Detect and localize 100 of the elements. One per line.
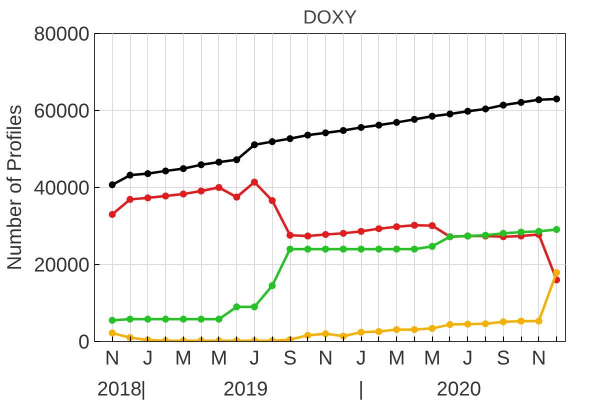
- point: [482, 105, 490, 112]
- point: [126, 172, 134, 179]
- point: [126, 316, 134, 323]
- point: [518, 228, 525, 236]
- point: [180, 316, 187, 323]
- chart-title: DOXY: [303, 8, 358, 28]
- point: [428, 222, 436, 230]
- point: [410, 116, 418, 123]
- point: [375, 122, 382, 129]
- point: [393, 326, 400, 334]
- point: [553, 269, 560, 276]
- point: [108, 181, 116, 188]
- x-tick-label: J: [462, 348, 473, 370]
- point: [286, 246, 294, 253]
- point: [518, 318, 525, 325]
- x-tick-label: J: [249, 348, 260, 370]
- point: [322, 330, 330, 338]
- x-tick-label: N: [318, 348, 333, 370]
- point: [358, 124, 365, 131]
- point: [375, 246, 382, 253]
- point: [233, 194, 240, 201]
- point: [215, 184, 222, 191]
- point: [500, 102, 507, 109]
- point: [108, 316, 116, 324]
- point: [250, 303, 258, 310]
- point: [535, 96, 542, 104]
- point: [286, 232, 294, 239]
- point: [410, 326, 418, 334]
- point: [180, 165, 187, 172]
- y-tick-label: 60000: [34, 100, 90, 122]
- point: [322, 129, 330, 136]
- x-tick-label: J: [142, 348, 153, 370]
- text: 2018: [97, 378, 142, 400]
- point: [162, 192, 170, 200]
- point: [126, 334, 134, 342]
- point: [180, 190, 187, 198]
- x-tick-label: M: [175, 348, 192, 370]
- point: [375, 225, 382, 232]
- point: [215, 316, 222, 323]
- point: [340, 246, 347, 253]
- point: [553, 226, 560, 233]
- y-tick-label: 20000: [34, 254, 90, 276]
- point: [304, 132, 312, 139]
- point: [393, 118, 400, 126]
- point: [250, 178, 258, 186]
- point: [358, 228, 365, 235]
- y-tick-label: 80000: [34, 24, 90, 46]
- point: [198, 161, 205, 168]
- point: [322, 246, 330, 253]
- point: [358, 246, 365, 253]
- y-tick-label: 40000: [34, 178, 90, 200]
- point: [393, 246, 400, 253]
- y-tick-label: 0: [78, 332, 90, 354]
- point: [268, 197, 276, 204]
- point: [215, 158, 222, 166]
- point: [500, 318, 507, 326]
- point: [464, 108, 472, 115]
- x-tick-label: S: [496, 348, 510, 370]
- point: [428, 242, 436, 250]
- point: [428, 112, 436, 120]
- x-tick-label: N: [105, 348, 120, 370]
- point: [535, 228, 542, 235]
- y-axis-title: Number of Profiles: [4, 104, 26, 270]
- point: [446, 110, 454, 118]
- point: [198, 316, 205, 323]
- point: [464, 320, 472, 328]
- point: [446, 321, 454, 328]
- point: [410, 222, 418, 229]
- x-tick-label: S: [283, 348, 297, 370]
- point: [233, 303, 240, 310]
- point: [198, 187, 205, 194]
- point: [410, 246, 418, 253]
- point: [482, 320, 490, 328]
- text: 2020: [436, 378, 482, 400]
- point: [304, 246, 312, 253]
- point: [375, 328, 382, 335]
- point: [144, 316, 152, 323]
- text: |: [358, 378, 364, 400]
- x-tick-label: M: [388, 348, 405, 370]
- x-tick-label: M: [210, 348, 228, 370]
- point: [108, 330, 116, 337]
- point: [126, 196, 134, 203]
- point: [428, 324, 436, 332]
- point: [322, 230, 330, 238]
- point: [162, 316, 170, 323]
- text: |: [140, 378, 146, 400]
- x-tick-label: J: [356, 348, 366, 370]
- point: [340, 127, 347, 134]
- text: 2019: [223, 378, 268, 400]
- point: [340, 332, 347, 340]
- point: [553, 95, 560, 102]
- point: [304, 232, 312, 240]
- point: [340, 230, 347, 237]
- point: [304, 332, 312, 339]
- point: [250, 141, 258, 148]
- point: [518, 98, 525, 106]
- point: [144, 194, 152, 202]
- point: [286, 135, 294, 142]
- point: [162, 167, 170, 174]
- point: [535, 318, 542, 325]
